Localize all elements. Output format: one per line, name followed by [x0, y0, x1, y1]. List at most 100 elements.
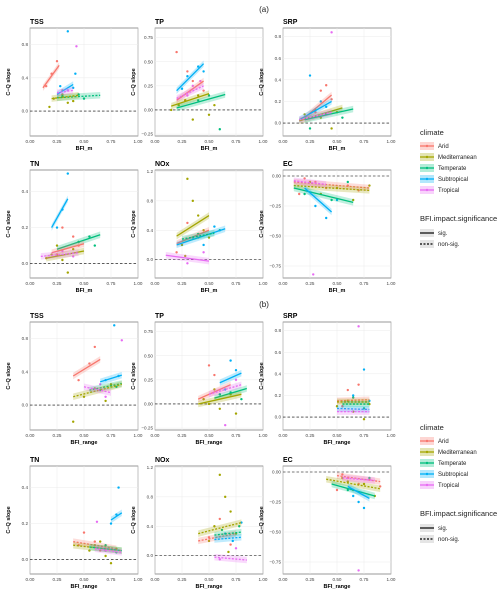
data-point-mediterranean	[303, 113, 306, 116]
x-tick-label: 0.25	[306, 281, 315, 286]
data-point-mediterranean	[170, 108, 173, 112]
legend-point-arid	[425, 144, 429, 148]
panel-a-ec: 0.00 0.25 0.50 0.75 1.00 0.00 −0.25 −0.50 −0.75 E…	[259, 161, 396, 294]
trend-line-mediterranean	[73, 544, 122, 552]
data-point-temperate	[303, 192, 306, 196]
x-tick-label: 1.00	[134, 433, 143, 438]
x-axis-label: BFI_range	[324, 440, 351, 446]
x-tick-label: 0.75	[232, 139, 241, 144]
data-point-temperate	[88, 235, 91, 238]
data-point-tropical	[234, 378, 238, 382]
data-point-mediterranean	[109, 562, 113, 565]
x-tick-label: 0.00	[151, 139, 160, 144]
x-tick-label: 0.50	[205, 139, 214, 144]
x-axis-label: BFI_m	[201, 146, 218, 152]
x-tick-label: 1.00	[134, 139, 143, 144]
legend-label-tropical: Tropical	[438, 483, 459, 489]
legend-point-mediterranean	[425, 450, 429, 454]
y-tick-label: −0.50	[269, 234, 281, 239]
data-point-mediterranean	[184, 254, 187, 258]
y-tick-label: 0.8	[275, 34, 282, 39]
data-point-tropical	[186, 262, 189, 265]
y-axis-label: C−Q slope	[131, 362, 137, 389]
y-tick-label: 0.8	[22, 336, 29, 341]
data-point-mediterranean	[362, 482, 366, 486]
panel-title: TP	[155, 313, 164, 320]
y-tick-label: 0.50	[144, 353, 153, 358]
y-tick-label: −0.25	[269, 204, 281, 209]
x-tick-label: 0.25	[178, 577, 187, 582]
y-tick-label: 0.4	[147, 228, 154, 233]
y-tick-label: −0.75	[269, 560, 281, 565]
x-tick-label: 0.00	[26, 433, 35, 438]
x-tick-label: 0.25	[178, 433, 187, 438]
x-tick-label: 0.00	[279, 281, 288, 286]
x-tick-label: 0.75	[107, 281, 116, 286]
legend-point-temperate	[425, 166, 429, 170]
x-tick-label: 1.00	[387, 433, 396, 438]
legend-sig-label: sig.	[438, 526, 448, 532]
x-axis-label: BFI_m	[76, 288, 93, 294]
x-tick-label: 1.00	[387, 577, 396, 582]
trend-line-subtropical	[304, 187, 333, 213]
data-point-temperate	[346, 180, 349, 184]
data-point-arid	[213, 373, 216, 377]
panel-title: EC	[283, 161, 293, 168]
x-tick-label: 1.00	[387, 281, 396, 286]
x-axis-label: BFI_range	[196, 440, 223, 446]
confidence-band-subtropical	[337, 405, 370, 413]
trend-line-tropical	[214, 556, 247, 561]
x-tick-label: 0.00	[26, 281, 35, 286]
trend-line-mediterranean	[293, 184, 370, 192]
data-point-mediterranean	[72, 248, 75, 251]
data-point-subtropical	[325, 105, 328, 109]
y-axis-label: C−Q slope	[259, 506, 265, 533]
y-tick-label: 0.4	[275, 77, 282, 82]
panel-a-srp: 0.00 0.25 0.50 0.75 1.00 0.0 0.2 0.4 0.6 0.8 SRP BF…	[259, 19, 396, 152]
data-point-mediterranean	[346, 480, 349, 483]
y-tick-label: −0.75	[269, 264, 281, 269]
x-tick-label: 0.25	[306, 577, 315, 582]
data-point-mediterranean	[330, 127, 333, 130]
y-tick-label: 0.4	[147, 524, 154, 529]
trend-line-subtropical	[56, 83, 74, 96]
trend-line-mediterranean	[73, 383, 122, 398]
trend-line-subtropical	[110, 512, 123, 521]
data-point-tropical	[224, 423, 227, 427]
legend-label-arid: Arid	[438, 144, 449, 150]
significance-legend: BFI.impact.significance sig. non-sig.	[420, 214, 497, 248]
data-point-tropical	[99, 383, 102, 386]
panel-b-ec: 0.00 0.25 0.50 0.75 1.00 0.00 −0.25 −0.50 −0.75 E…	[259, 457, 396, 590]
data-point-tropical	[202, 251, 205, 254]
y-tick-label: 0.2	[275, 393, 282, 398]
data-point-arid	[61, 226, 64, 229]
x-tick-label: 0.75	[360, 281, 369, 286]
y-tick-label: 0.75	[144, 35, 153, 40]
trend-line-subtropical	[347, 485, 370, 499]
y-tick-label: 0.0	[22, 109, 29, 114]
data-point-tropical	[234, 547, 238, 550]
data-point-temperate	[308, 127, 312, 130]
x-tick-label: 0.00	[26, 139, 35, 144]
y-tick-label: 0.25	[144, 83, 153, 88]
data-point-subtropical	[319, 100, 322, 103]
data-point-arid	[202, 89, 205, 92]
panel-title: TP	[155, 19, 164, 26]
data-point-mediterranean	[234, 412, 238, 415]
legend-label-mediterranean: Mediterranean	[438, 155, 477, 161]
data-point-subtropical	[113, 324, 116, 327]
data-point-mediterranean	[213, 525, 216, 528]
data-point-arid	[77, 378, 80, 382]
data-point-arid	[330, 98, 333, 101]
y-tick-label: 0.6	[275, 350, 282, 355]
data-point-subtropical	[117, 486, 120, 489]
data-point-tropical	[357, 569, 360, 572]
block-label-b: (b)	[259, 300, 269, 309]
data-point-temperate	[218, 393, 221, 396]
data-point-subtropical	[202, 243, 205, 247]
data-point-mediterranean	[213, 388, 216, 391]
data-point-mediterranean	[207, 236, 211, 239]
x-tick-label: 0.50	[205, 281, 214, 286]
data-point-mediterranean	[177, 103, 180, 107]
data-point-temperate	[346, 488, 349, 492]
